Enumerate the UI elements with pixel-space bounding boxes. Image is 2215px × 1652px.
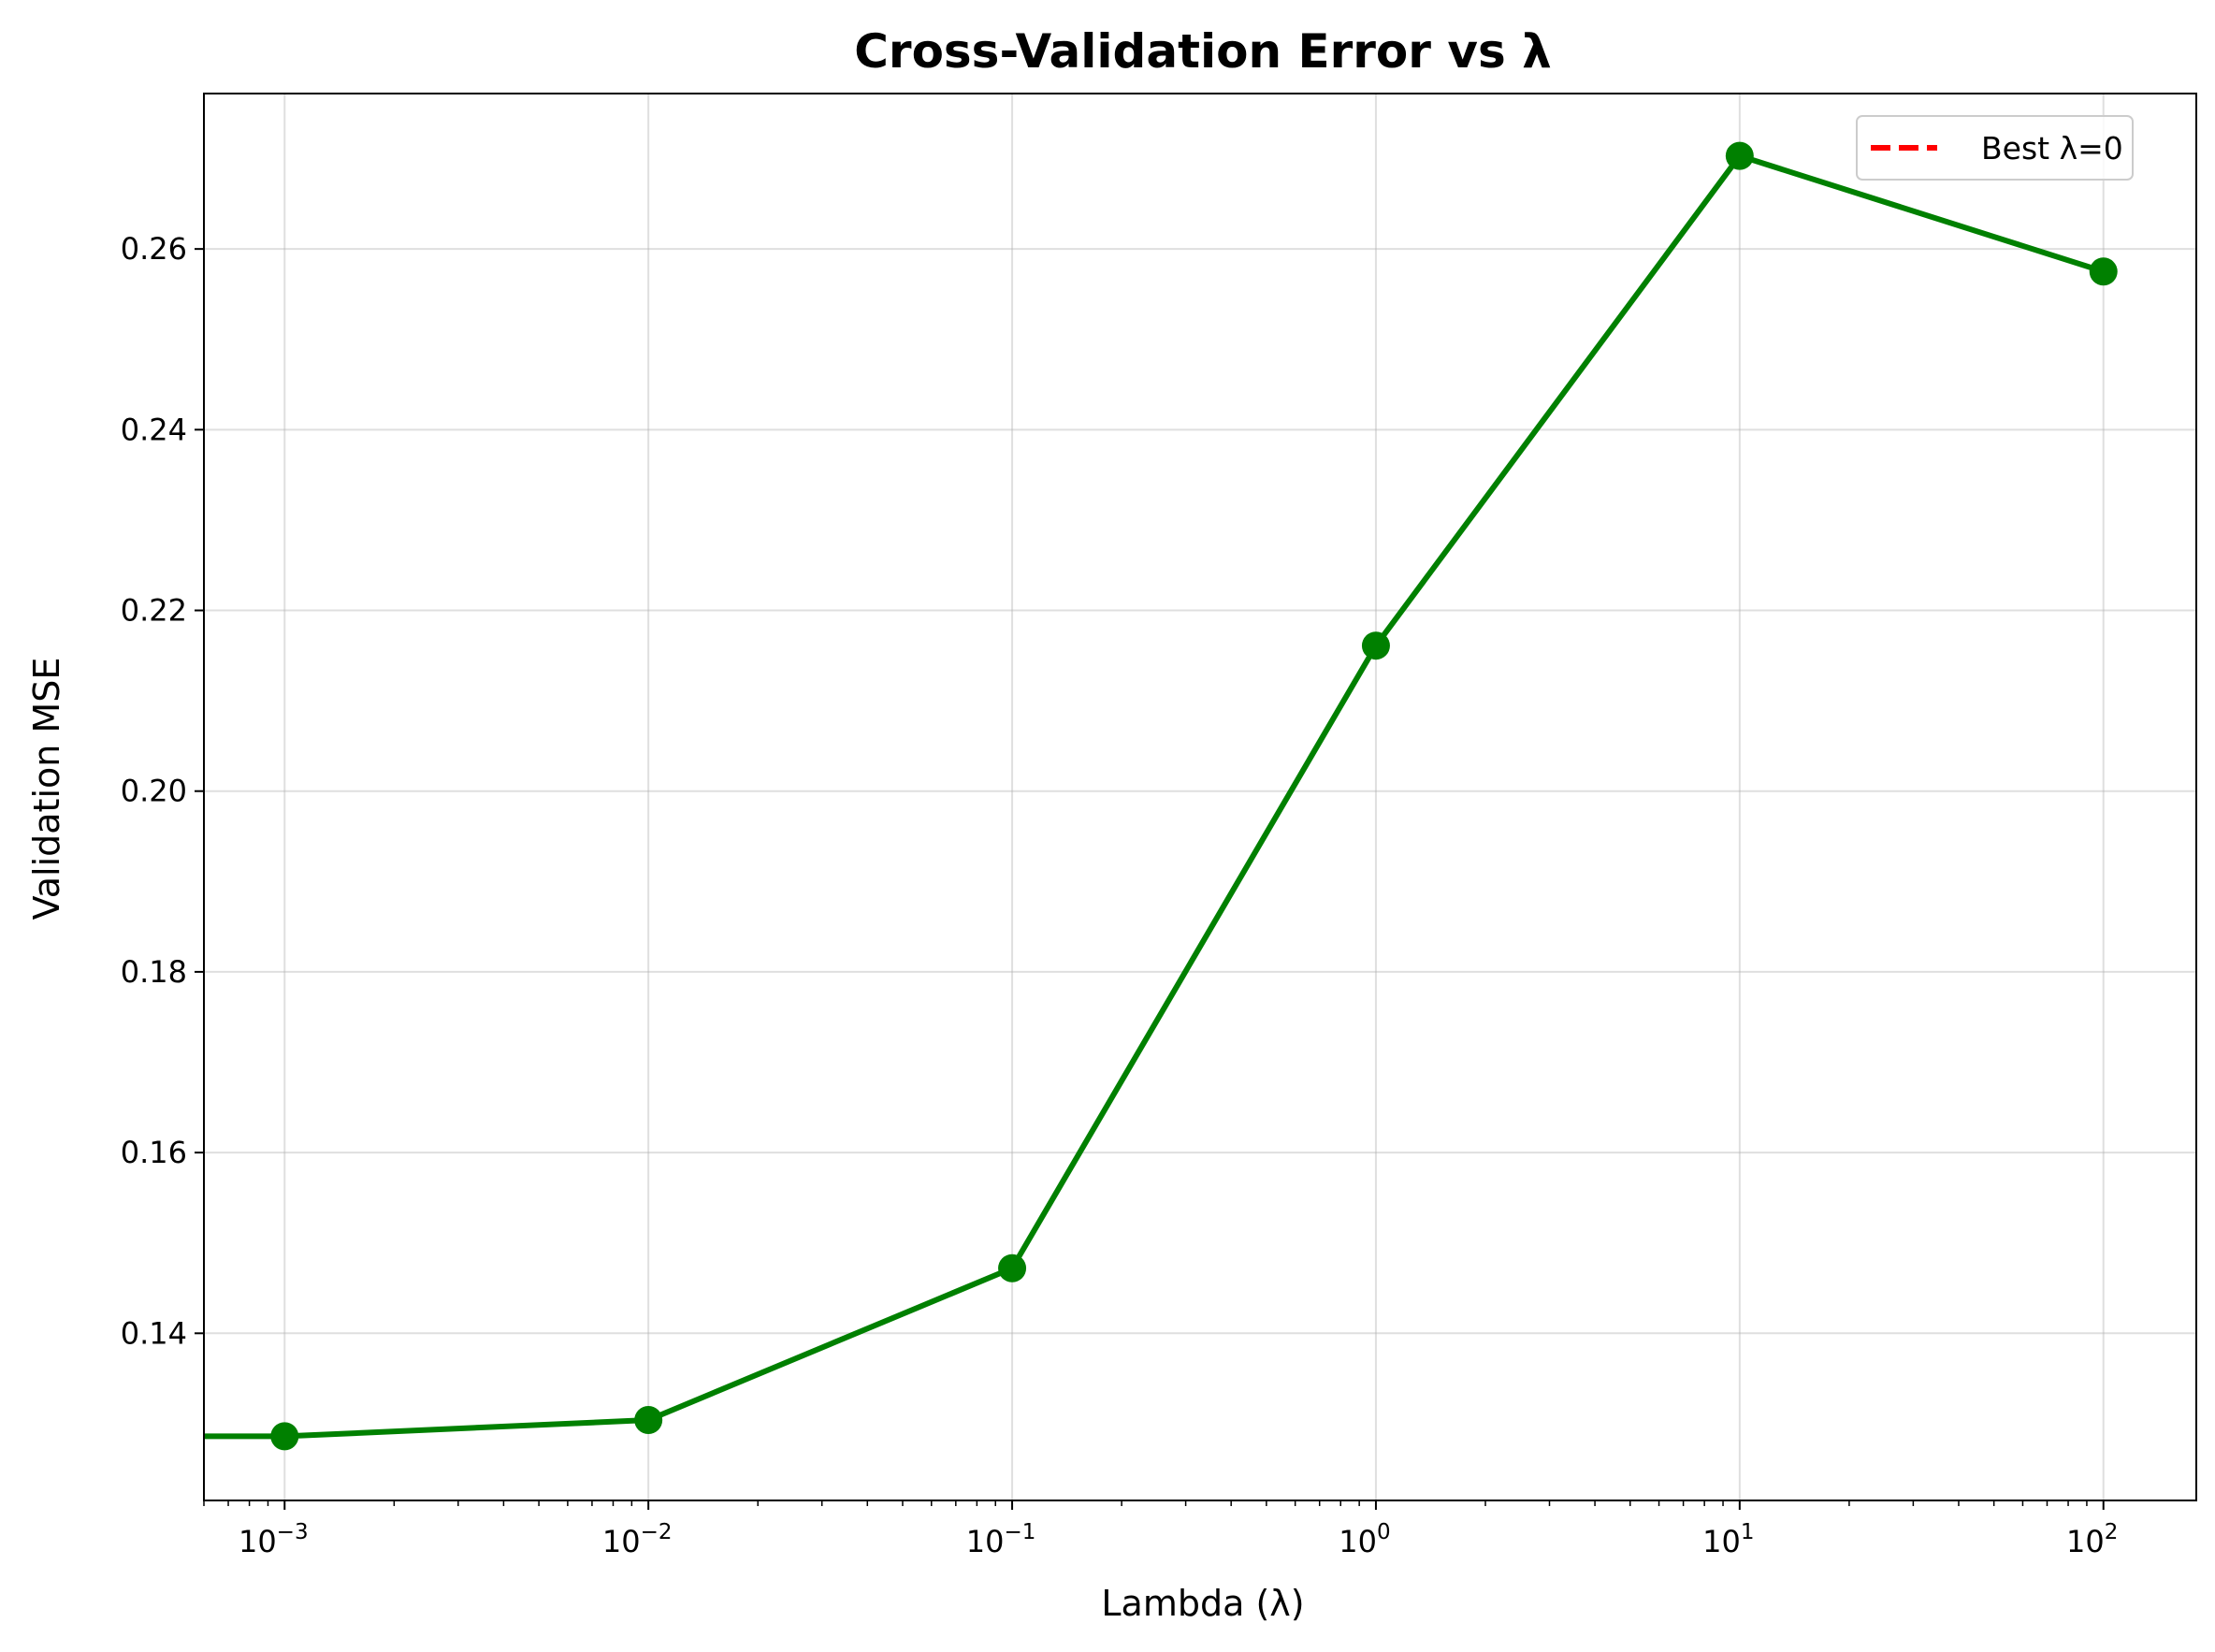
y-tick-label: 0.22 [121,593,187,629]
y-tick-label: 0.16 [121,1135,187,1170]
axis-ticks: 0.14 0.16 0.18 0.20 0.22 0.24 0.26 10−3 10−2 10−1… [121,231,2119,1559]
data-point [998,1253,1027,1282]
axes-frame [203,93,2197,1501]
grid [204,94,2196,1500]
x-tick-label: 101 [1702,1520,1754,1559]
x-tick-label: 10−2 [602,1520,673,1559]
y-tick-label: 0.20 [121,774,187,809]
legend-label-best-lambda: Best λ=0 [1981,130,2123,167]
x-tick-label: 100 [1339,1520,1390,1559]
y-tick-label: 0.26 [121,231,187,267]
y-tick-label: 0.18 [121,954,187,990]
data-point [270,1422,299,1451]
plot-area [204,141,2118,1451]
chart-title: Cross-Validation Error vs λ [854,24,1552,79]
x-axis-label: Lambda (λ) [1101,1583,1304,1624]
y-tick-label: 0.24 [121,412,187,447]
y-axis-label: Validation MSE [26,658,67,920]
x-tick-label: 10−1 [966,1520,1036,1559]
x-tick-label: 10−3 [239,1520,309,1559]
data-point [1361,631,1390,660]
y-tick-label: 0.14 [121,1315,187,1351]
legend: Best λ=0 [1856,115,2134,181]
legend-box [1856,115,2134,181]
data-point [1725,141,1754,170]
data-point [634,1406,663,1435]
data-point [2089,257,2118,286]
x-tick-label: 102 [2066,1520,2118,1559]
